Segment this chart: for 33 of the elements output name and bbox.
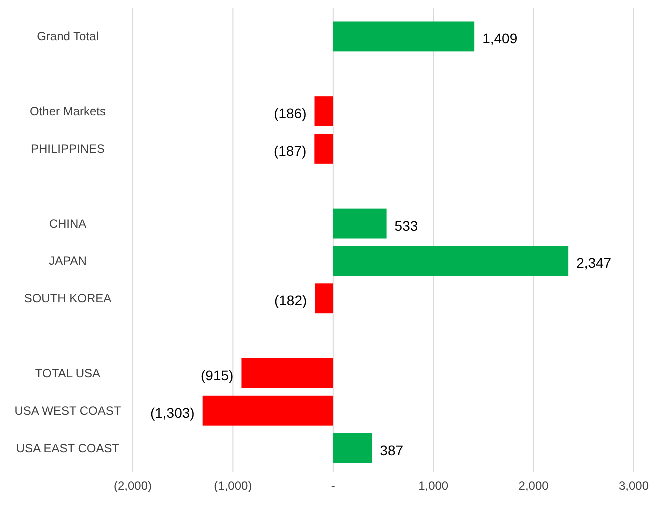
y-tick-label: SOUTH KOREA bbox=[24, 292, 112, 306]
x-tick-label: 3,000 bbox=[618, 479, 650, 493]
x-tick-label: (2,000) bbox=[114, 479, 152, 493]
bar bbox=[333, 22, 475, 52]
y-tick-label: Grand Total bbox=[37, 30, 99, 44]
bar bbox=[242, 358, 334, 388]
bar bbox=[333, 208, 387, 239]
data-label: (186) bbox=[274, 106, 307, 122]
y-tick-label: USA EAST COAST bbox=[16, 441, 120, 456]
bar bbox=[202, 396, 334, 426]
bar bbox=[315, 284, 334, 314]
data-label: 2,347 bbox=[576, 255, 612, 272]
bar bbox=[333, 433, 372, 464]
data-label: (915) bbox=[201, 367, 234, 384]
x-tick-label: - bbox=[331, 479, 336, 493]
data-label: 1,409 bbox=[482, 30, 518, 47]
y-tick-label: CHINA bbox=[49, 216, 87, 231]
data-label: (187) bbox=[274, 142, 307, 159]
data-label: 387 bbox=[380, 442, 404, 458]
data-label: 533 bbox=[394, 218, 418, 234]
bar bbox=[333, 246, 569, 276]
x-tick-label: 2,000 bbox=[518, 479, 550, 493]
y-tick-label: PHILIPPINES bbox=[30, 142, 106, 156]
y-tick-label: Other Markets bbox=[30, 104, 106, 119]
bar bbox=[314, 134, 334, 164]
y-tick-label: USA WEST COAST bbox=[14, 404, 122, 418]
y-tick-label: TOTAL USA bbox=[35, 366, 101, 380]
data-label: (182) bbox=[274, 292, 308, 309]
x-tick-label: (1,000) bbox=[214, 479, 252, 493]
bar bbox=[314, 96, 334, 127]
y-tick-label: JAPAN bbox=[49, 254, 87, 268]
x-tick-label: 1,000 bbox=[418, 479, 449, 493]
data-label: (1,303) bbox=[150, 404, 195, 421]
